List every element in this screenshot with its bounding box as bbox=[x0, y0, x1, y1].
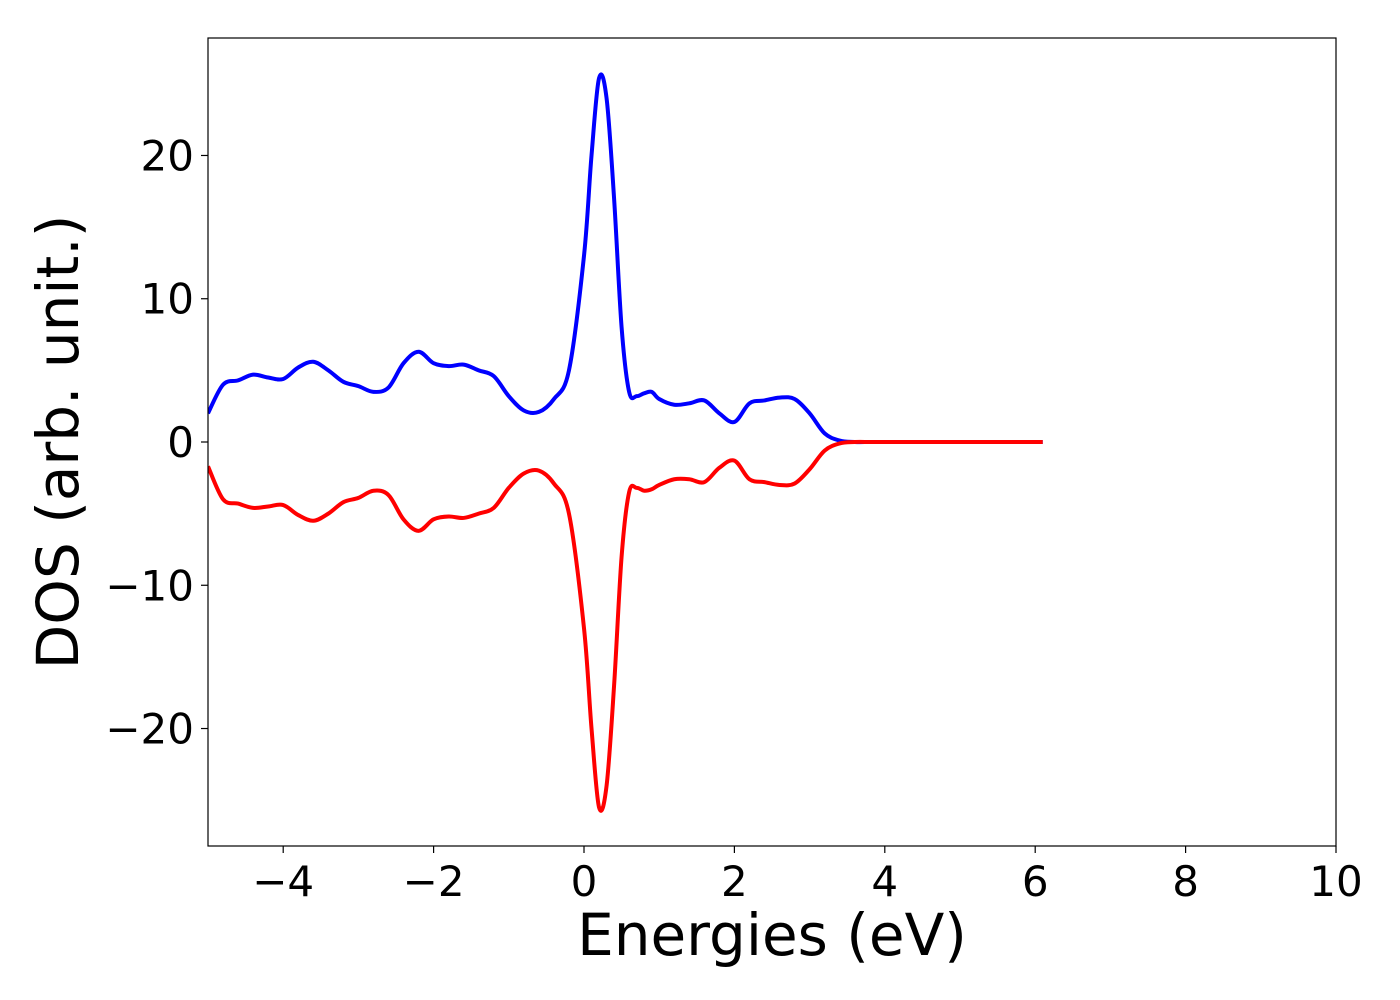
series-line-2 bbox=[208, 439, 1043, 813]
y-tick-label: −20 bbox=[105, 705, 194, 754]
y-tick-label: 20 bbox=[141, 131, 194, 180]
series-layer bbox=[208, 72, 1043, 813]
x-axis-ticks: −4 −2 0 2 4 6 8 10 bbox=[252, 846, 1363, 906]
y-tick-label: 0 bbox=[167, 418, 194, 467]
x-tick-label: 8 bbox=[1172, 857, 1199, 906]
y-axis-label: DOS (arb. unit.) bbox=[24, 215, 92, 670]
series-line-1 bbox=[208, 72, 1043, 445]
x-tick-label: 0 bbox=[571, 857, 598, 906]
x-tick-label: 6 bbox=[1022, 857, 1049, 906]
y-axis-ticks: −20 −10 0 10 20 bbox=[105, 131, 208, 754]
plot-frame bbox=[207, 37, 1337, 847]
x-tick-label: −4 bbox=[252, 857, 314, 906]
x-tick-label: 10 bbox=[1309, 857, 1362, 906]
y-tick-label: 10 bbox=[141, 275, 194, 324]
x-axis-label: Energies (eV) bbox=[577, 901, 967, 969]
x-tick-label: 2 bbox=[721, 857, 748, 906]
y-tick-label: −10 bbox=[105, 561, 194, 610]
x-tick-label: 4 bbox=[871, 857, 898, 906]
x-tick-label: −2 bbox=[403, 857, 465, 906]
